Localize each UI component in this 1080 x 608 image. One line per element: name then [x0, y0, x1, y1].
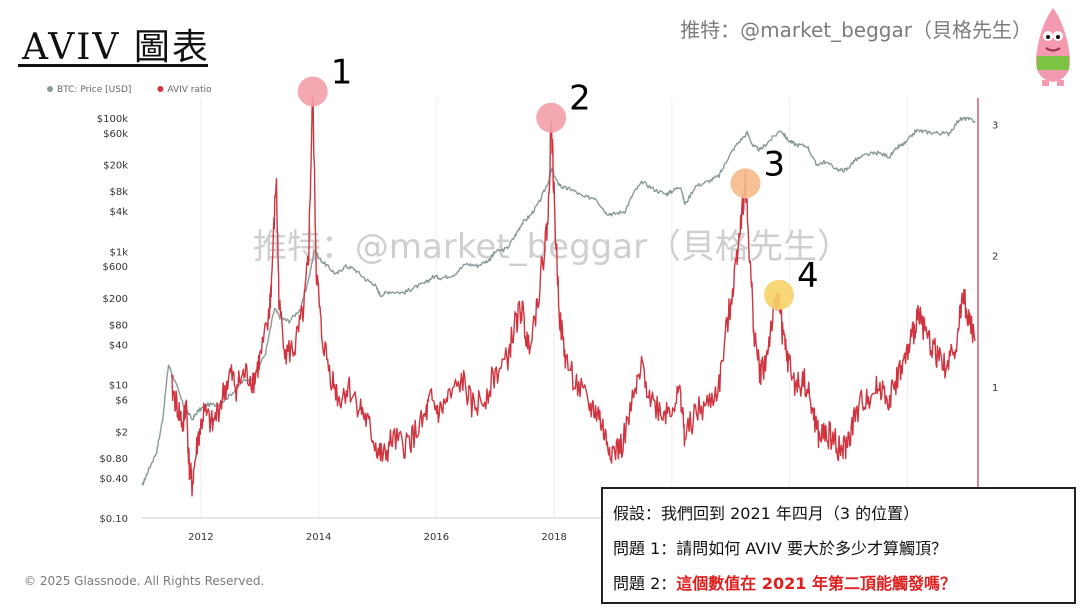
- y-left-tick-label: $20k: [103, 161, 128, 172]
- y-left-tick-label: $1k: [109, 247, 128, 258]
- aviv-ratio-line: [170, 95, 976, 497]
- y-axis-left: $100k $60k $20k $8k $4k $1k $600 $200 $80 $40 $10 $…: [97, 114, 128, 525]
- y-right-tick-label: 2: [992, 252, 998, 263]
- y-left-tick-label: $10: [109, 381, 128, 392]
- chart-legend: BTC: Price [USD] AVIV ratio: [47, 85, 212, 95]
- peak-marker-4: [764, 279, 795, 310]
- peak-label-2: 2: [569, 79, 591, 119]
- x-tick-label: 2014: [306, 532, 331, 543]
- y-right-tick-label: 3: [992, 120, 998, 131]
- y-left-tick-label: $4k: [109, 207, 128, 218]
- peak-marker-3: [730, 168, 761, 199]
- y-left-tick-label: $600: [103, 262, 128, 273]
- question-2-line: 問題 2：這個數值在 2021 年第二頂能觸發嗎？: [613, 567, 1064, 602]
- peak-label-3: 3: [763, 144, 785, 184]
- y-left-tick-label: $0.10: [99, 514, 128, 525]
- mascot-icon: [1035, 8, 1071, 86]
- title-underline: [18, 64, 208, 67]
- peak-marker-2: [536, 102, 567, 133]
- legend-swatch: [157, 86, 164, 92]
- gridlines: [142, 98, 979, 519]
- question-box: 假設：我們回到 2021 年四月（3 的位置） 問題 1：請問如何 AVIV 要…: [601, 487, 1076, 604]
- y-left-tick-label: $200: [103, 294, 128, 305]
- legend-swatch: [47, 86, 53, 92]
- y-left-tick-label: $100k: [97, 114, 128, 125]
- question-2-prefix: 問題 2：: [613, 574, 677, 593]
- question-2-highlight: 這個數值在 2021 年第二頂能觸發嗎？: [676, 574, 956, 593]
- assumption-text: 假設：我們回到 2021 年四月（3 的位置）: [613, 504, 920, 523]
- page-title: AVIV 圖表: [22, 27, 210, 68]
- y-left-tick-label: $0.80: [99, 454, 128, 465]
- peak-label-4: 4: [797, 256, 819, 296]
- legend-label: BTC: Price [USD]: [57, 85, 131, 95]
- y-left-tick-label: $60k: [103, 129, 128, 140]
- watermark-text: 推特：@market_beggar（貝格先生）: [253, 227, 851, 267]
- copyright-text: © 2025 Glassnode. All Rights Reserved.: [24, 574, 265, 588]
- y-left-tick-label: $8k: [109, 187, 128, 198]
- peak-label-1: 1: [331, 52, 353, 92]
- y-left-tick-label: $2: [115, 427, 128, 438]
- y-axis-right: 3 2 1: [992, 120, 998, 394]
- y-right-tick-label: 1: [992, 383, 998, 394]
- x-tick-label: 2012: [188, 532, 213, 543]
- y-left-tick-label: $6: [115, 395, 128, 406]
- author-credit: 推特：@market_beggar（貝格先生）: [680, 18, 1032, 42]
- peak-marker-1: [297, 76, 328, 107]
- y-left-tick-label: $40: [109, 341, 128, 352]
- legend-label: AVIV ratio: [167, 85, 212, 95]
- marker-layer: 1 2 3 4: [297, 52, 819, 310]
- question-1-text: 問題 1：請問如何 AVIV 要大於多少才算觸頂？: [613, 539, 947, 558]
- series-layer: [141, 95, 976, 497]
- y-left-tick-label: $80: [109, 320, 128, 331]
- x-tick-label: 2018: [541, 532, 566, 543]
- y-left-tick-label: $0.40: [99, 474, 128, 485]
- x-tick-label: 2016: [424, 532, 449, 543]
